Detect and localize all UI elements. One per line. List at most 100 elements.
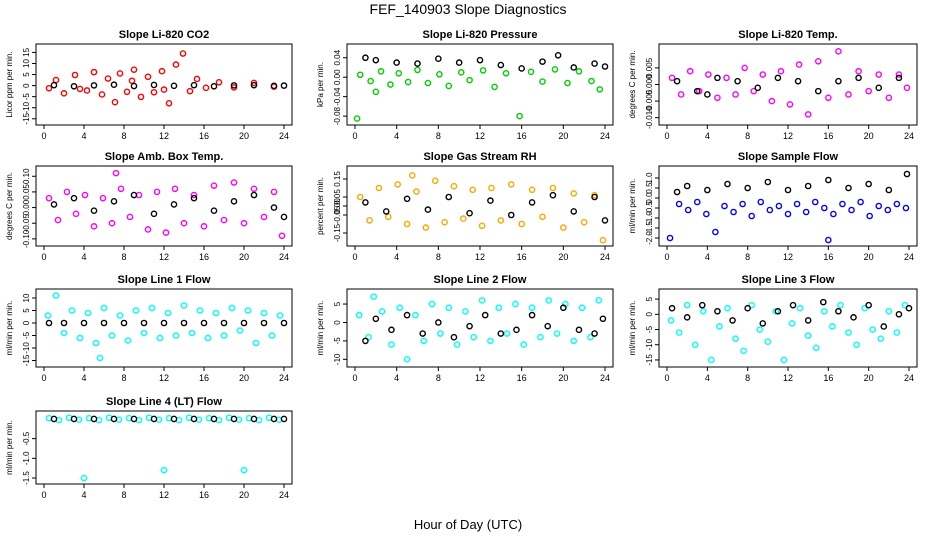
data-point bbox=[215, 78, 223, 86]
data-point bbox=[190, 194, 198, 202]
data-point bbox=[903, 170, 911, 178]
data-point bbox=[385, 213, 392, 221]
data-point bbox=[172, 61, 180, 68]
data-point bbox=[835, 77, 842, 85]
data-point bbox=[445, 82, 453, 90]
data-point bbox=[126, 213, 134, 221]
data-point bbox=[437, 330, 444, 337]
data-point bbox=[739, 200, 746, 208]
data-point bbox=[599, 315, 607, 323]
data-point bbox=[90, 415, 98, 423]
data-point bbox=[825, 176, 832, 184]
data-point bbox=[528, 304, 536, 312]
chart-title: Slope Amb. Box Temp. bbox=[105, 151, 224, 163]
data-point bbox=[553, 330, 561, 337]
data-point bbox=[866, 212, 873, 220]
data-point bbox=[693, 198, 701, 206]
y-axis-label: degrees C per min. bbox=[5, 172, 14, 240]
data-point bbox=[171, 185, 179, 193]
data-point bbox=[180, 219, 188, 227]
data-point bbox=[730, 208, 737, 216]
data-point bbox=[729, 317, 736, 324]
data-point bbox=[72, 210, 80, 218]
data-point bbox=[54, 216, 62, 224]
data-point bbox=[757, 198, 765, 206]
data-point bbox=[502, 70, 510, 77]
data-point bbox=[497, 217, 505, 224]
data-point bbox=[424, 206, 432, 213]
x-tick-label: 16 bbox=[823, 131, 833, 141]
data-point bbox=[230, 198, 238, 205]
data-point bbox=[775, 202, 783, 210]
data-point bbox=[893, 200, 901, 208]
y-axis-label: ml/min per min. bbox=[628, 179, 637, 234]
data-point bbox=[403, 220, 411, 228]
y-tick-label: -10 bbox=[645, 338, 654, 350]
data-point bbox=[150, 88, 158, 96]
data-point bbox=[764, 338, 772, 345]
y-tick-label: -5 bbox=[22, 93, 31, 101]
data-point bbox=[210, 182, 218, 189]
x-tick-label: 12 bbox=[475, 252, 485, 262]
x-tick-label: 12 bbox=[783, 252, 793, 262]
y-tick-label: -15 bbox=[22, 354, 31, 366]
data-point bbox=[539, 213, 546, 221]
data-point bbox=[252, 339, 260, 347]
data-point bbox=[497, 330, 505, 337]
data-point bbox=[116, 312, 124, 319]
data-point bbox=[591, 193, 598, 201]
x-tick-label: 4 bbox=[81, 490, 86, 500]
data-point bbox=[98, 91, 106, 98]
data-point bbox=[793, 200, 801, 208]
data-point bbox=[601, 217, 609, 224]
data-point bbox=[673, 77, 681, 85]
data-point bbox=[829, 323, 836, 330]
data-point bbox=[488, 184, 495, 192]
data-point bbox=[435, 55, 442, 63]
x-tick-label: 20 bbox=[558, 252, 568, 262]
data-point bbox=[666, 234, 674, 242]
y-tick-label: -0.05 bbox=[22, 214, 31, 233]
data-point bbox=[190, 191, 198, 199]
data-point bbox=[445, 304, 453, 312]
y-tick-label: -1.5 bbox=[22, 471, 31, 485]
chart-title: Slope Li-820 Temp. bbox=[738, 29, 837, 41]
data-point bbox=[70, 415, 78, 423]
data-point bbox=[905, 304, 913, 312]
data-point bbox=[724, 180, 731, 188]
data-point bbox=[160, 86, 168, 93]
data-point bbox=[880, 323, 888, 330]
data-point bbox=[821, 204, 828, 212]
data-point bbox=[466, 322, 473, 330]
data-point bbox=[436, 70, 443, 78]
data-point bbox=[137, 93, 145, 101]
data-point bbox=[804, 182, 812, 190]
data-point bbox=[50, 201, 58, 208]
data-point bbox=[551, 66, 559, 73]
data-point bbox=[570, 64, 578, 71]
data-point bbox=[110, 81, 118, 89]
data-point bbox=[764, 178, 772, 186]
x-tick-label: 4 bbox=[394, 131, 399, 141]
data-point bbox=[865, 87, 872, 95]
data-point bbox=[366, 217, 373, 224]
data-point bbox=[580, 218, 588, 226]
data-point bbox=[668, 304, 676, 312]
data-point bbox=[240, 466, 248, 474]
x-tick-label: 8 bbox=[121, 373, 126, 383]
data-point bbox=[164, 309, 172, 317]
data-point bbox=[893, 329, 901, 336]
data-point bbox=[419, 330, 427, 337]
data-point bbox=[367, 77, 374, 85]
data-point bbox=[268, 332, 276, 339]
data-point bbox=[84, 309, 92, 317]
data-point bbox=[228, 304, 236, 312]
y-tick-label: 0.000 bbox=[645, 74, 654, 95]
data-point bbox=[68, 307, 76, 314]
data-point bbox=[445, 193, 453, 201]
data-point bbox=[395, 70, 403, 77]
data-point bbox=[902, 204, 910, 212]
y-tick-label: -5 bbox=[22, 331, 31, 339]
data-point bbox=[190, 415, 198, 423]
data-point bbox=[865, 301, 872, 309]
